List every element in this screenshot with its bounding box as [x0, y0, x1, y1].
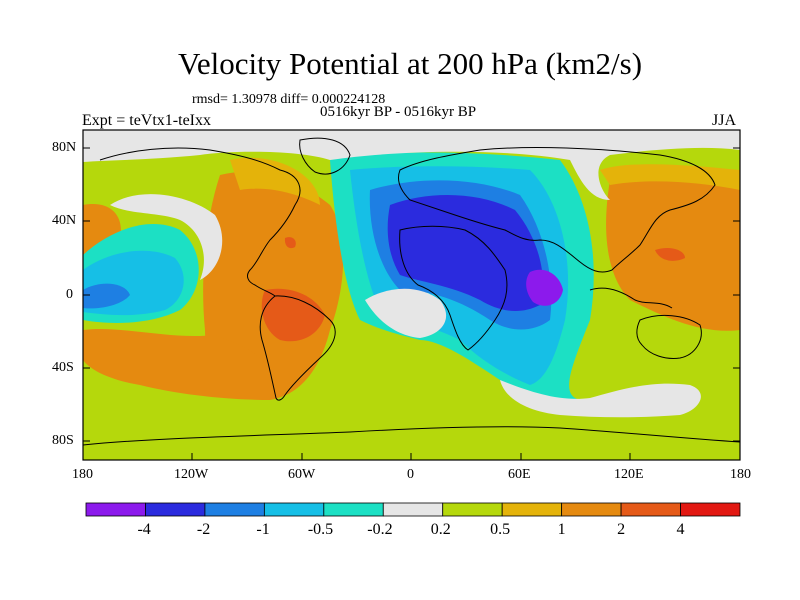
- field-south-pacific-1-2: [83, 328, 274, 400]
- field-nam-0.5-1: [230, 157, 320, 205]
- lat-label-40s: 40S: [52, 360, 74, 375]
- colorbar-label: 4: [676, 521, 685, 538]
- colorbar-swatch: [501, 502, 563, 517]
- colorbar-swatch: [680, 502, 741, 517]
- coast-maritime-continent: [589, 287, 673, 309]
- lon-label-0: 0: [407, 467, 414, 482]
- field-americas-1-2: [203, 171, 344, 400]
- coast-africa: [399, 225, 508, 351]
- lat-ticks: [83, 147, 740, 442]
- colorbar-swatch: [561, 502, 622, 517]
- lat-label-0: 0: [66, 287, 73, 302]
- field-westpac-2-4: [655, 247, 685, 261]
- colorbar-label: 1: [557, 521, 566, 538]
- lon-label-60w: 60W: [288, 467, 316, 482]
- field-spot-2-4: [284, 237, 296, 249]
- colorbar-label: -4: [137, 521, 151, 538]
- colorbar-swatch: [145, 502, 206, 517]
- lon-label-180w: 180: [72, 467, 93, 482]
- field-africa-eurasia-neg-2-4: [387, 194, 543, 312]
- chart-title: Velocity Potential at 200 hPa (km2/s): [177, 46, 643, 81]
- field-indian-ocean-min: [526, 269, 563, 306]
- colorbar-swatch: [620, 502, 681, 517]
- field-antarctic-neutral: [500, 380, 701, 418]
- coastlines: [83, 137, 740, 446]
- lon-label-180e: 180: [730, 467, 751, 482]
- lat-label-80n: 80N: [52, 140, 77, 155]
- colorbar-swatch: [382, 502, 444, 517]
- contour-fill: [83, 130, 740, 460]
- field-arctic-neutral: [83, 130, 740, 200]
- colorbar-label: 0.5: [490, 521, 511, 538]
- lon-label-120w: 120W: [174, 467, 209, 482]
- field-south-america-2-4: [261, 288, 325, 342]
- coast-europe-asia: [397, 147, 716, 273]
- colorbar-label: 2: [617, 521, 626, 538]
- lat-label-40n: 40N: [52, 213, 77, 228]
- coast-north-america: [99, 147, 301, 297]
- coast-australia: [636, 315, 702, 359]
- colorbar-label: -1: [256, 521, 270, 538]
- lat-label-80s: 80S: [52, 433, 74, 448]
- colorbar-label: -0.2: [367, 521, 393, 538]
- coast-greenland: [299, 137, 351, 175]
- colorbar-swatch: [85, 502, 146, 517]
- field-pacific-neutral: [110, 194, 223, 280]
- colorbar-swatch: [323, 502, 384, 517]
- rmsd-stats: rmsd= 1.30978 diff= 0.000224128: [192, 92, 386, 107]
- colorbar-label: -0.5: [307, 521, 334, 538]
- colorbar-label: -2: [196, 521, 211, 538]
- colorbar: [85, 502, 741, 517]
- field-asia-0.5-1: [600, 164, 740, 190]
- colorbar-swatch: [204, 502, 265, 517]
- lon-ticks: [82, 453, 741, 460]
- field-atlantic-neutral: [365, 288, 447, 338]
- field-pacific-neg-large: [83, 283, 130, 309]
- period-subtitle: 0516kyr BP - 0516kyr BP: [320, 104, 477, 120]
- colorbar-swatch: [442, 502, 503, 517]
- colorbar-swatch: [263, 502, 325, 517]
- coast-antarctica: [83, 426, 740, 446]
- colorbar-label: 0.2: [430, 521, 451, 538]
- season-label: JJA: [712, 112, 737, 129]
- lon-label-60e: 60E: [508, 467, 531, 482]
- lon-label-120e: 120E: [614, 467, 644, 482]
- coast-south-america: [259, 295, 336, 401]
- experiment-label: Expt = teVtx1-teIxx: [82, 112, 211, 129]
